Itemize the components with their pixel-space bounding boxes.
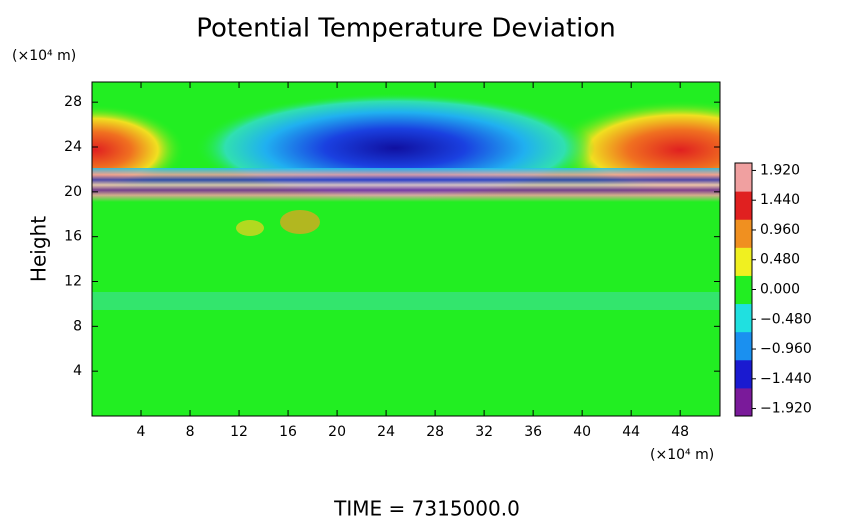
x-tick-label: 48: [671, 424, 689, 440]
colorbar-tick-label: −1.920: [760, 401, 812, 417]
colorbar-tick-label: −0.960: [760, 341, 812, 357]
y-tick-label: 12: [64, 274, 82, 290]
y-tick-label: 24: [64, 139, 82, 155]
x-tick-label: 16: [279, 424, 297, 440]
y-tick-label: 8: [73, 318, 82, 334]
colorbar-band: [735, 359, 752, 389]
colorbar-band: [735, 191, 752, 220]
layer-band: [92, 168, 720, 202]
field: [92, 82, 720, 416]
colorbar-band: [735, 219, 752, 248]
colorbar-band: [735, 387, 752, 417]
x-unit: (×10⁴ m): [650, 447, 714, 463]
colorbar-band: [735, 275, 752, 305]
x-tick-label: 24: [377, 424, 395, 440]
y-axis-label: Height: [27, 216, 51, 282]
time-annotation: TIME = 7315000.0: [333, 497, 520, 519]
y-tick-label: 20: [64, 184, 82, 200]
x-tick-label: 32: [475, 424, 493, 440]
y-tick-label: 16: [64, 229, 82, 245]
cool-band: [92, 292, 720, 310]
warm-patch: [236, 220, 264, 236]
x-tick-label: 20: [328, 424, 346, 440]
colorbar-band: [735, 247, 752, 276]
x-tick-label: 4: [137, 424, 146, 440]
warm-patch: [280, 210, 320, 234]
colorbar-tick-label: 1.440: [760, 192, 800, 208]
y-tick-label: 4: [73, 363, 82, 379]
plot-frame: [91, 81, 721, 417]
y-tick-label: 28: [64, 94, 82, 110]
y-unit: (×10⁴ m): [12, 48, 76, 64]
x-tick-label: 12: [230, 424, 248, 440]
colorbar-band: [735, 331, 752, 361]
colorbar-band: [735, 303, 752, 333]
colorbar: [735, 163, 752, 417]
colorbar-tick-label: −1.440: [760, 371, 812, 387]
x-tick-label: 44: [622, 424, 640, 440]
colorbar-tick-label: 0.480: [760, 252, 800, 268]
x-tick-label: 36: [524, 424, 542, 440]
chart-title: Potential Temperature Deviation: [196, 14, 616, 44]
colorbar-tick-label: −0.480: [760, 311, 812, 327]
colorbar-tick-label: 0.000: [760, 282, 800, 298]
colorbar-tick-label: 0.960: [760, 222, 800, 238]
x-tick-label: 8: [186, 424, 195, 440]
colorbar-tick-label: 1.920: [760, 162, 800, 178]
x-tick-label: 28: [426, 424, 444, 440]
x-tick-label: 40: [573, 424, 591, 440]
colorbar-band: [735, 163, 752, 192]
